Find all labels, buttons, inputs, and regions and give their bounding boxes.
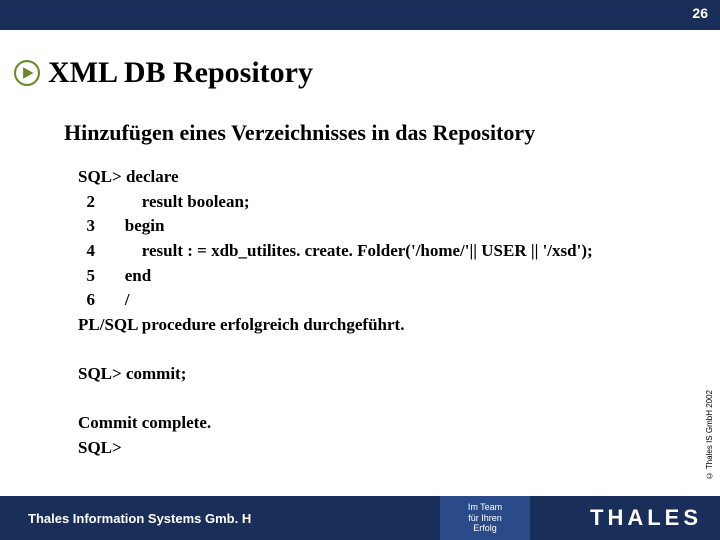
slogan-line: Im Team (440, 502, 530, 513)
code-block: SQL> declare 2 result boolean; 3 begin 4… (78, 165, 593, 461)
copyright-text: © Thales IS GmbH 2002 (705, 390, 714, 480)
page-number: 26 (692, 5, 708, 21)
top-bar: 26 (0, 0, 720, 30)
slogan-line: Erfolg (440, 523, 530, 534)
slide-title: XML DB Repository (48, 56, 313, 90)
slogan-line: für Ihren (440, 513, 530, 524)
arrow-right-icon (14, 60, 40, 86)
thales-logo: THALES (590, 496, 702, 540)
footer-slogan: Im Team für Ihren Erfolg (440, 496, 530, 540)
footer-bar: Thales Information Systems Gmb. H Im Tea… (0, 496, 720, 540)
slide: 26 XML DB Repository Hinzufügen eines Ve… (0, 0, 720, 540)
slide-subtitle: Hinzufügen eines Verzeichnisses in das R… (64, 120, 535, 146)
footer-company: Thales Information Systems Gmb. H (28, 511, 251, 526)
